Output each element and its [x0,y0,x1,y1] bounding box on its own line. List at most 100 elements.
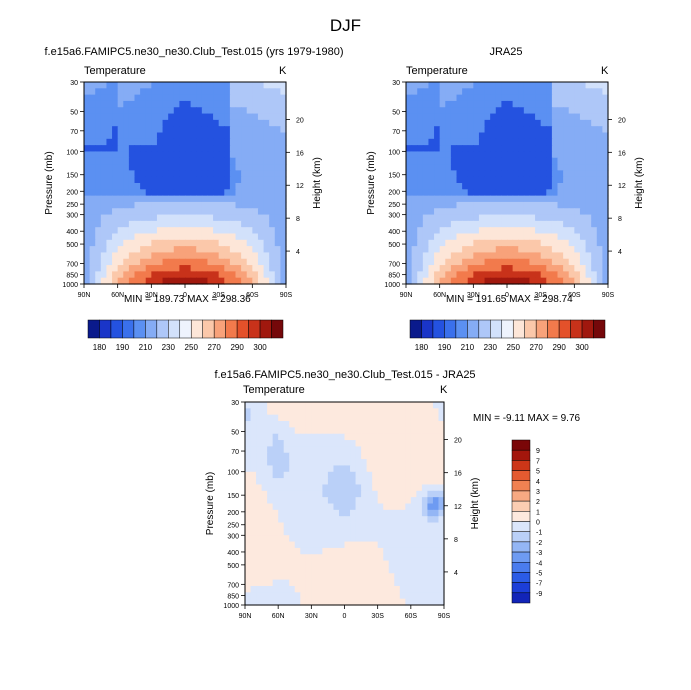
panel-2-field-cell [518,170,525,178]
pressure-tick-label: 70 [392,129,400,136]
panel-2-field-cell [523,151,531,159]
panel-1-field-cell [196,94,203,102]
colorbar-swatch [271,319,284,339]
panel-1-field-cell [224,189,231,197]
panel-1-field-cell [246,227,253,235]
panel-3-field-cell [311,528,318,536]
panel-1-field-cell [229,88,237,96]
panel-2-field-cell [406,189,413,197]
panel-3-field-cell [272,446,279,454]
panel-1-field-cell [201,271,209,279]
panel-1-field-cell [274,195,281,203]
panel-1-field-cell [106,246,113,254]
panel-1-field-cell [229,183,237,190]
panel-3-field-cell [361,465,368,473]
panel-1-field-cell [190,220,197,228]
panel-2-field-cell [563,265,570,272]
panel-2-field-cell [540,208,547,216]
panel-2-field-cell [557,138,564,146]
panel-1-field-cell [190,214,197,222]
panel-1-field-cell [235,82,242,89]
panel-3-field-cell [394,408,401,416]
panel-2-field-cell [473,277,480,285]
panel-2-field-cell [579,195,587,203]
panel-1-field-cell [106,183,113,190]
pressure-tick-label: 250 [66,202,78,209]
panel-2-field-cell [422,227,430,235]
panel-3-field-cell [250,471,257,479]
panel-3-field-cell [394,573,401,581]
panel-2-field-cell [450,195,458,203]
panel-1-field-cell [128,271,136,279]
panel-1-field-cell [190,151,197,159]
panel-1-field-cell [274,176,281,184]
panel-2-field-cell [540,176,547,184]
panel-2-stats: MIN = 191.65 MAX = 298.74 [446,294,573,305]
panel-2-field-cell [422,119,430,127]
panel-2-field-cell [406,258,413,266]
panel-1-field-cell [134,176,141,184]
panel-1-field-cell [263,176,270,184]
panel-3-field-cell [355,509,362,517]
panel-2-field-cell [602,183,609,190]
panel-2-field-cell [540,227,547,235]
panel-3-field-cell [283,465,290,473]
panel-3-field-cell [327,440,335,448]
panel-2-field-cell [591,258,598,266]
panel-3-field-cell [377,478,384,486]
panel-1-field-cell [280,246,287,254]
panel-2-field-cell [456,214,463,222]
panel-3-field-cell [245,528,252,536]
panel-3-field-cell [250,433,257,441]
panel-1-field-cell [269,170,276,178]
panel-2-field-cell [406,239,413,247]
panel-3-field-cell [399,566,406,574]
panel-2-field-cell [473,157,480,165]
panel-1-field-cell [235,239,242,247]
panel-1-field-cell [185,113,192,121]
panel-2-field-cell [523,208,531,216]
panel-3-field-cell [311,478,318,486]
panel-1-field-cell [252,126,259,134]
panel-2-field-cell [507,208,514,216]
panel-2-field-cell [585,164,592,171]
panel-2-field-cell [563,164,570,171]
panel-2-field-cell [529,227,536,235]
panel-2-field-cell [439,195,446,203]
panel-1-field-cell [151,82,158,89]
panel-2-field-cell [434,214,441,222]
panel-2-field-cell [557,132,564,140]
panel-2-field-cell [568,94,575,102]
panel-3-field-cell [350,547,357,555]
panel-1-field-cell [213,271,220,279]
panel-2-field-cell [551,201,559,209]
panel-1-field-cell [224,164,231,171]
panel-1-field-cell [112,277,119,285]
panel-2-field-cell [428,233,435,241]
colorbar-label: 290 [230,343,244,352]
panel-3-field-cell [311,573,318,581]
panel-2-field-cell [602,119,609,127]
panel-2-field-cell [507,100,514,108]
panel-3-field-cell [278,471,285,479]
panel-2-field-cell [478,201,486,209]
panel-1-field-cell [156,88,164,96]
panel-2-field-cell [434,113,441,121]
panel-1-field-cell [241,258,248,266]
panel-3-field-cell [410,427,417,435]
panel-1-field-cell [168,107,175,115]
panel-3-field-cell [427,490,434,498]
panel-1-field-cell [235,126,242,134]
panel-2-field-cell [456,227,463,235]
panel-1-field-cell [100,170,108,178]
panel-1-field-cell [100,233,108,241]
panel-3-field-cell [421,554,429,562]
panel-2-field-cell [563,138,570,146]
panel-1-field-cell [100,208,108,216]
panel-1-field-cell [190,88,197,96]
panel-3-field-cell [289,421,296,428]
panel-2-field-cell [507,220,514,228]
panel-1-field-cell [263,233,270,241]
panel-1-field-cell [213,252,220,260]
panel-3-field-cell [289,585,296,593]
